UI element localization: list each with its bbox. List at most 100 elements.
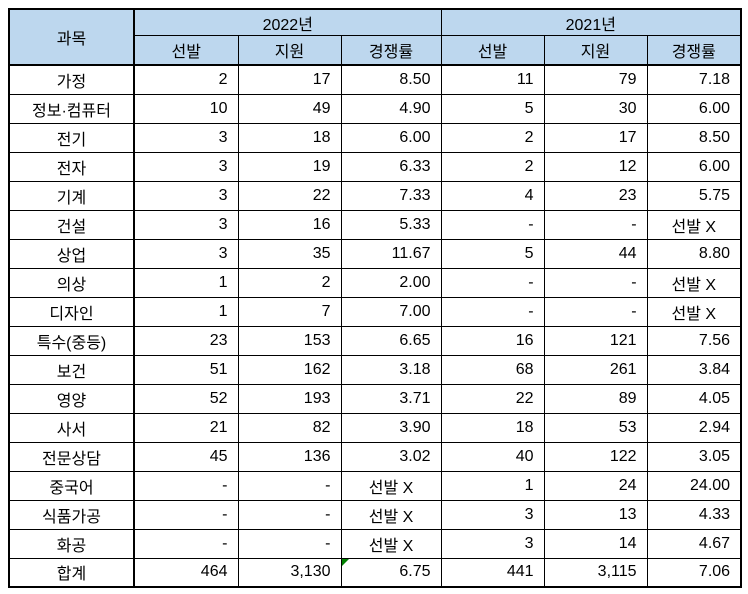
- subject-cell: 전문상담: [8, 441, 135, 472]
- table-row: 건설 3 16 5.33- - 선발 X: [8, 209, 742, 240]
- admission-stats-table: 과목 2022년 2021년 선발 지원 경쟁률 선발 지원 경쟁률 가정 2 17…: [8, 8, 743, 588]
- value-cell: 193: [237, 383, 342, 414]
- subject-cell: 전기: [8, 122, 135, 153]
- subject-cell: 상업: [8, 238, 135, 269]
- value-cell: 30: [543, 93, 648, 124]
- table-row: 전문상담 45 136 3.02 40 122 3.05: [8, 441, 742, 472]
- value-cell: 6.00: [646, 93, 742, 124]
- value-cell: -: [237, 528, 342, 559]
- value-cell: 6.65: [340, 325, 442, 356]
- value-cell: 40: [440, 441, 545, 472]
- subject-cell: 전자: [8, 151, 135, 182]
- value-cell: 3: [133, 209, 239, 240]
- header-group-row: 과목 2022년 2021년: [8, 8, 742, 66]
- subject-cell: 가정: [8, 64, 135, 95]
- value-cell: 51: [133, 354, 239, 385]
- value-cell: 261: [543, 354, 648, 385]
- table-row: 화공 - - 선발 X 3 14 4.67: [8, 528, 742, 559]
- value-cell: 7.56: [646, 325, 742, 356]
- table-row: 보건 51 162 3.18 68 261 3.84: [8, 354, 742, 385]
- subheader-2021-rate: 경쟁률: [646, 35, 742, 66]
- subject-cell: 화공: [8, 528, 135, 559]
- table-row: 의상 1 2 2.00- - 선발 X: [8, 267, 742, 298]
- value-cell: 17: [237, 64, 342, 95]
- value-cell: 2: [440, 151, 545, 182]
- value-cell: 8.50: [646, 122, 742, 153]
- value-cell: 2: [237, 267, 342, 298]
- subject-cell: 기계: [8, 180, 135, 211]
- value-cell: 7.06: [646, 557, 742, 588]
- value-cell: 13: [543, 499, 648, 530]
- value-cell: 선발 X: [646, 296, 742, 327]
- value-cell: 7: [237, 296, 342, 327]
- table-row: 디자인 1 7 7.00- - 선발 X: [8, 296, 742, 327]
- value-cell: 5: [440, 238, 545, 269]
- table-row: 식품가공 - - 선발 X 3 13 4.33: [8, 499, 742, 530]
- value-cell: -: [440, 267, 545, 298]
- value-cell: 24.00: [646, 470, 742, 501]
- value-cell: 3: [133, 180, 239, 211]
- value-cell: 2.00: [340, 267, 442, 298]
- value-cell: 10: [133, 93, 239, 124]
- value-cell: -: [237, 499, 342, 530]
- value-cell: 4.33: [646, 499, 742, 530]
- value-cell: -: [440, 296, 545, 327]
- value-cell: 4.05: [646, 383, 742, 414]
- header-year-2022: 2022년: [133, 8, 442, 36]
- table-row: 전자 3 19 6.33 2 12 6.00: [8, 151, 742, 182]
- subject-cell: 건설: [8, 209, 135, 240]
- value-cell: 4.90: [340, 93, 442, 124]
- value-cell: 7.18: [646, 64, 742, 95]
- value-cell: 45: [133, 441, 239, 472]
- value-cell: 35: [237, 238, 342, 269]
- value-cell: 18: [440, 412, 545, 443]
- value-cell: 1: [133, 296, 239, 327]
- value-cell: 6.75: [340, 557, 442, 588]
- value-cell: 선발 X: [646, 267, 742, 298]
- value-cell: 선발 X: [340, 499, 442, 530]
- value-cell: 3: [133, 238, 239, 269]
- value-cell: 7.00: [340, 296, 442, 327]
- value-cell: 82: [237, 412, 342, 443]
- table-row: 기계 3 22 7.33 4 23 5.75: [8, 180, 742, 211]
- value-cell: -: [133, 470, 239, 501]
- value-cell: 121: [543, 325, 648, 356]
- value-cell: 23: [133, 325, 239, 356]
- table-body: 가정 2 17 8.50 11 79 7.18 정보·컴퓨터 10 49 4.90 5 30 6.00 전기…: [8, 64, 742, 588]
- value-cell: 3: [440, 528, 545, 559]
- value-cell: 6.00: [340, 122, 442, 153]
- value-cell: 3.71: [340, 383, 442, 414]
- value-cell: -: [543, 296, 648, 327]
- subject-cell: 디자인: [8, 296, 135, 327]
- value-cell: 3,115: [543, 557, 648, 588]
- cell-error-indicator-triangle: [342, 559, 349, 566]
- subject-cell: 의상: [8, 267, 135, 298]
- value-cell: 3.02: [340, 441, 442, 472]
- value-cell: 2: [133, 64, 239, 95]
- value-cell: 89: [543, 383, 648, 414]
- value-cell: 153: [237, 325, 342, 356]
- value-cell: 22: [237, 180, 342, 211]
- value-cell: 2: [440, 122, 545, 153]
- value-cell: 선발 X: [340, 528, 442, 559]
- subheader-2021-seonbal: 선발: [440, 35, 545, 66]
- subject-cell: 영양: [8, 383, 135, 414]
- header-sub-row: 선발 지원 경쟁률 선발 지원 경쟁률: [9, 35, 742, 66]
- subheader-2022-seonbal: 선발: [133, 35, 239, 66]
- table-row: 상업 3 35 11.67 5 44 8.80: [8, 238, 742, 269]
- value-cell: 122: [543, 441, 648, 472]
- table-row: 중국어 - - 선발 X 1 24 24.00: [8, 470, 742, 501]
- value-cell: 선발 X: [340, 470, 442, 501]
- value-cell: 3: [440, 499, 545, 530]
- value-cell: 2.94: [646, 412, 742, 443]
- value-cell: 7.33: [340, 180, 442, 211]
- value-cell: 17: [543, 122, 648, 153]
- value-cell: -: [133, 499, 239, 530]
- table-row: 가정 2 17 8.50 11 79 7.18: [8, 64, 742, 95]
- subject-cell: 합계: [8, 557, 135, 588]
- value-cell: 21: [133, 412, 239, 443]
- table-row: 사서 21 82 3.90 18 53 2.94: [8, 412, 742, 443]
- value-cell: 162: [237, 354, 342, 385]
- value-cell: 6.00: [646, 151, 742, 182]
- value-cell: 441: [440, 557, 545, 588]
